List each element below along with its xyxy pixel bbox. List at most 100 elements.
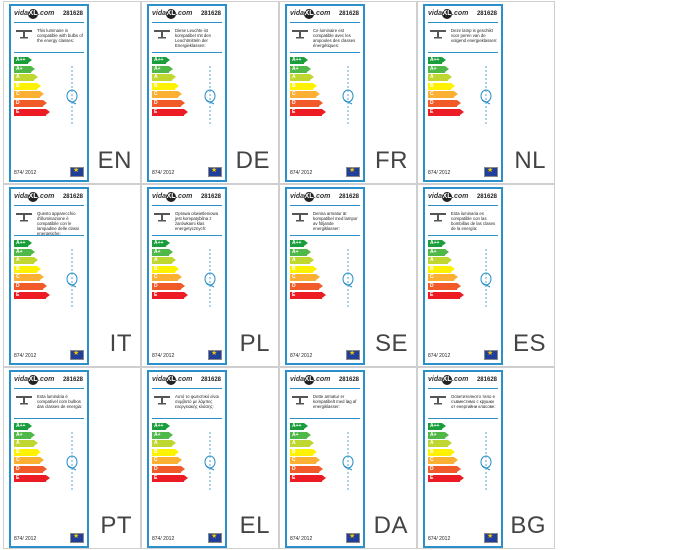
regulation-number: 874/ 2012 — [14, 353, 37, 359]
label-footer: 874/ 2012 — [152, 165, 222, 177]
energy-class-d: D — [290, 282, 323, 290]
label-footer: 874/ 2012 — [428, 165, 498, 177]
regulation-number: 874/ 2012 — [428, 536, 451, 542]
divider — [428, 52, 498, 53]
product-code: 281628 — [338, 194, 359, 200]
energy-label-card: vidaXL.com 281628 Dette armatur er kompa… — [285, 370, 365, 548]
compatibility-text: This luminaire is compatible with bulbs … — [37, 28, 83, 43]
energy-class-scale: A++ A+ A B C D E — [428, 240, 468, 300]
regulation-number: 874/ 2012 — [152, 170, 175, 176]
language-code: NL — [514, 147, 546, 174]
energy-class-a: A — [152, 74, 176, 82]
language-code: SE — [374, 330, 408, 357]
energy-label-card: vidaXL.com 281628 Ce luminaire est compa… — [285, 4, 365, 182]
label-cell: vidaXL.com 281628 Diese Leuchte ist komp… — [141, 1, 279, 184]
energy-class-b: B — [152, 82, 179, 90]
label-footer: 874/ 2012 — [428, 531, 498, 543]
energy-class-app: A++ — [14, 57, 32, 64]
brand-logo: vidaXL.com — [152, 375, 193, 385]
energy-label-card: vidaXL.com 281628 Esta luminária é compa… — [9, 370, 89, 548]
label-cell: vidaXL.com 281628 Questo apparecchio d'i… — [3, 184, 141, 367]
energy-class-a: A — [428, 74, 452, 82]
energy-class-e: E — [152, 474, 188, 482]
divider — [152, 388, 222, 389]
regulation-number: 874/ 2012 — [152, 536, 175, 542]
energy-class-d: D — [290, 465, 323, 473]
language-code: DA — [373, 512, 408, 539]
energy-class-c: C — [152, 457, 182, 465]
luminaire-icon — [16, 396, 32, 405]
eu-flag-icon — [484, 349, 498, 360]
product-code: 281628 — [476, 11, 497, 17]
brand-logo: vidaXL.com — [152, 192, 193, 202]
energy-class-app: A++ — [428, 240, 446, 247]
bulb-icon — [204, 66, 216, 126]
brand-logo: vidaXL.com — [152, 9, 193, 19]
energy-class-c: C — [428, 91, 458, 99]
energy-class-a: A — [14, 257, 38, 265]
energy-class-c: C — [428, 274, 458, 282]
product-code: 281628 — [62, 11, 83, 17]
divider — [428, 205, 498, 206]
energy-class-c: C — [290, 457, 320, 465]
eu-flag-icon — [208, 349, 222, 360]
eu-flag-icon — [208, 532, 222, 543]
regulation-number: 874/ 2012 — [428, 170, 451, 176]
energy-class-scale: A++ A+ A B C D E — [428, 57, 468, 117]
regulation-number: 874/ 2012 — [152, 353, 175, 359]
luminaire-icon — [154, 213, 170, 222]
energy-class-app: A++ — [290, 240, 308, 247]
energy-class-e: E — [152, 108, 188, 116]
energy-class-c: C — [290, 274, 320, 282]
energy-class-a: A — [428, 440, 452, 448]
language-code: IT — [109, 330, 132, 357]
language-code: PT — [100, 512, 132, 539]
energy-class-e: E — [152, 291, 188, 299]
product-code: 281628 — [338, 11, 359, 17]
divider — [152, 52, 222, 53]
product-code: 281628 — [476, 377, 497, 383]
divider — [290, 205, 360, 206]
label-cell: vidaXL.com 281628 Esta luminaria es comp… — [417, 184, 555, 367]
energy-class-c: C — [152, 91, 182, 99]
compatibility-text: Ce luminaire est compatible avec les amp… — [313, 28, 356, 48]
label-footer: 874/ 2012 — [290, 348, 360, 360]
divider — [290, 388, 360, 389]
energy-class-app: A++ — [290, 423, 308, 430]
language-code: EL — [239, 512, 270, 539]
product-code: 281628 — [62, 194, 83, 200]
energy-class-scale: A++ A+ A B C D E — [14, 240, 54, 300]
eu-flag-icon — [70, 166, 84, 177]
energy-label-card: vidaXL.com 281628 Questo apparecchio d'i… — [9, 187, 89, 365]
divider — [14, 235, 84, 236]
energy-class-e: E — [290, 291, 326, 299]
energy-class-scale: A++ A+ A B C D E — [290, 240, 330, 300]
divider — [428, 22, 498, 23]
compatibility-text: Осветителното тяло е съвместимо с крушки… — [451, 394, 496, 409]
divider — [290, 418, 360, 419]
energy-label-card: vidaXL.com 281628 Diese Leuchte ist komp… — [147, 4, 227, 182]
label-footer: 874/ 2012 — [290, 531, 360, 543]
energy-class-d: D — [14, 465, 47, 473]
energy-class-ap: A+ — [14, 248, 35, 256]
eu-flag-icon — [484, 532, 498, 543]
energy-class-c: C — [14, 274, 44, 282]
label-footer: 874/ 2012 — [428, 348, 498, 360]
energy-class-b: B — [14, 82, 41, 90]
energy-class-app: A++ — [152, 423, 170, 430]
regulation-number: 874/ 2012 — [290, 170, 313, 176]
label-cell: vidaXL.com 281628 Осветителното тяло е с… — [417, 367, 555, 549]
language-code: BG — [510, 512, 546, 539]
label-cell: vidaXL.com 281628 This luminaire is comp… — [3, 1, 141, 184]
energy-class-scale: A++ A+ A B C D E — [14, 57, 54, 117]
energy-class-b: B — [290, 265, 317, 273]
label-footer: 874/ 2012 — [14, 348, 84, 360]
energy-class-app: A++ — [14, 240, 32, 247]
language-code: DE — [235, 147, 270, 174]
energy-class-a: A — [290, 440, 314, 448]
energy-class-e: E — [14, 108, 50, 116]
divider — [152, 235, 222, 236]
energy-class-d: D — [152, 282, 185, 290]
energy-class-app: A++ — [152, 240, 170, 247]
